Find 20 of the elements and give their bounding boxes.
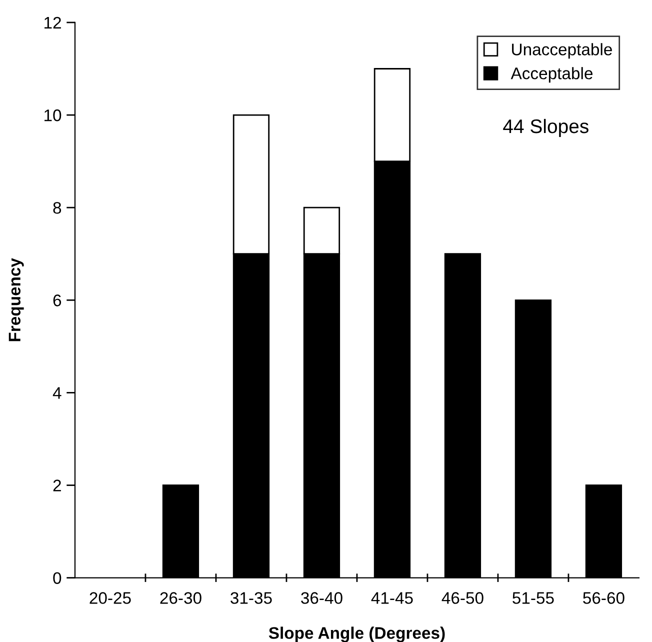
y-tick-label: 2 — [53, 480, 61, 492]
x-tick-label: 31-35 — [230, 592, 272, 604]
y-axis-title: Frequency — [8, 258, 24, 342]
y-tick-label: 8 — [53, 202, 62, 214]
y-tick-label: 4 — [52, 387, 62, 399]
annotation: 44 Slopes — [503, 118, 588, 138]
x-tick-label: 20-25 — [90, 592, 131, 604]
x-tick-label: 36-40 — [301, 592, 342, 604]
x-tick-label: 46-50 — [442, 592, 484, 604]
y-tick-label: 0 — [53, 572, 62, 584]
legend-label: Acceptable — [510, 67, 592, 83]
y-tick-label: 6 — [53, 294, 62, 306]
x-tick-label: 41-45 — [371, 592, 413, 604]
y-tick-label: 12 — [44, 16, 61, 29]
y-tick-label: 10 — [44, 109, 62, 122]
x-tick-label: 51-55 — [512, 592, 554, 604]
x-axis-title: Slope Angle (Degrees) — [268, 626, 445, 642]
x-tick-label: 56-60 — [583, 592, 624, 604]
legend-label: Unacceptable — [512, 43, 612, 59]
x-tick-label: 26-30 — [160, 592, 202, 604]
